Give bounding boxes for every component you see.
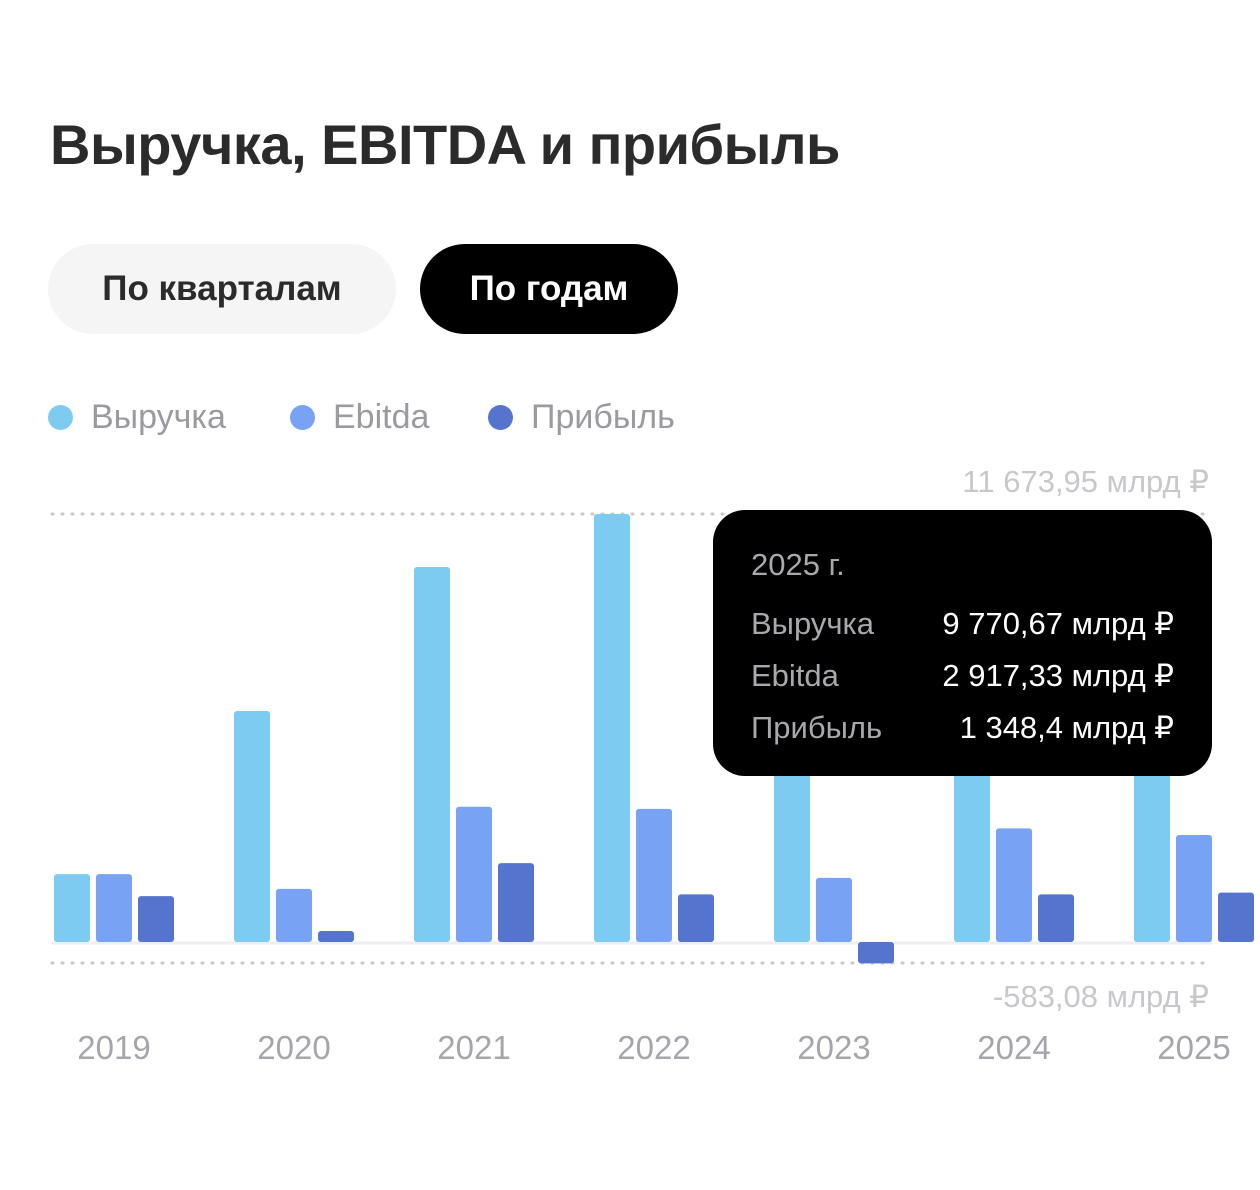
tooltip-value: 1 348,4 млрд ₽ xyxy=(959,710,1174,745)
x-tick-label: 2025 xyxy=(1157,1029,1230,1066)
max-value-label: 11 673,95 млрд ₽ xyxy=(962,464,1209,499)
chart-tooltip: 2025 г. Выручка 9 770,67 млрд ₽ Ebitda 2… xyxy=(713,510,1212,776)
tab-by-years[interactable]: По годам xyxy=(420,244,678,334)
x-tick-label: 2023 xyxy=(797,1029,870,1066)
legend-item-ebitda[interactable]: Ebitda xyxy=(290,392,429,442)
revenue-bar xyxy=(234,711,270,942)
revenue-bar xyxy=(414,566,450,942)
min-value-label: -583,08 млрд ₽ xyxy=(993,979,1209,1014)
profit-bar xyxy=(1038,894,1074,942)
profit-bar xyxy=(678,894,714,942)
x-tick-label: 2019 xyxy=(77,1029,150,1066)
x-tick-label: 2022 xyxy=(617,1029,690,1066)
page-title: Выручка, EBITDA и прибыль xyxy=(50,113,840,176)
x-tick-label: 2020 xyxy=(257,1029,330,1066)
profit-bar xyxy=(318,931,354,942)
ebitda-bar xyxy=(996,828,1032,942)
profit-bar xyxy=(498,863,534,942)
tooltip-row-revenue: Выручка 9 770,67 млрд ₽ xyxy=(751,598,1174,650)
ebitda-bar xyxy=(816,877,852,942)
tab-by-quarters[interactable]: По кварталам xyxy=(48,244,396,334)
ebitda-bar xyxy=(276,888,312,942)
tooltip-label: Выручка xyxy=(751,606,874,641)
profit-bar xyxy=(858,942,894,964)
ebitda-bar xyxy=(1176,835,1212,942)
legend-dot-ebitda xyxy=(290,404,315,430)
legend-label-profit: Прибыль xyxy=(531,397,675,436)
revenue-bar xyxy=(594,514,630,942)
legend-item-revenue[interactable]: Выручка xyxy=(48,392,226,442)
ebitda-bar xyxy=(96,874,132,942)
legend-label-revenue: Выручка xyxy=(91,397,226,436)
tooltip-row-profit: Прибыль 1 348,4 млрд ₽ xyxy=(751,702,1174,754)
ebitda-bar xyxy=(636,808,672,942)
revenue-bar xyxy=(54,874,90,942)
profit-bar xyxy=(138,896,174,942)
tooltip-label: Прибыль xyxy=(751,710,883,745)
tooltip-label: Ebitda xyxy=(751,658,839,693)
legend-dot-revenue xyxy=(48,404,73,430)
tooltip-value: 9 770,67 млрд ₽ xyxy=(942,606,1174,641)
legend-label-ebitda: Ebitda xyxy=(333,397,430,436)
tooltip-title: 2025 г. xyxy=(751,547,845,582)
x-tick-label: 2024 xyxy=(977,1029,1050,1066)
ebitda-bar xyxy=(456,806,492,942)
x-tick-label: 2021 xyxy=(437,1029,510,1066)
tooltip-value: 2 917,33 млрд ₽ xyxy=(942,658,1174,693)
tooltip-row-ebitda: Ebitda 2 917,33 млрд ₽ xyxy=(751,650,1174,702)
profit-bar xyxy=(1218,892,1254,942)
legend-dot-profit xyxy=(488,404,513,430)
legend-item-profit[interactable]: Прибыль xyxy=(488,392,675,442)
